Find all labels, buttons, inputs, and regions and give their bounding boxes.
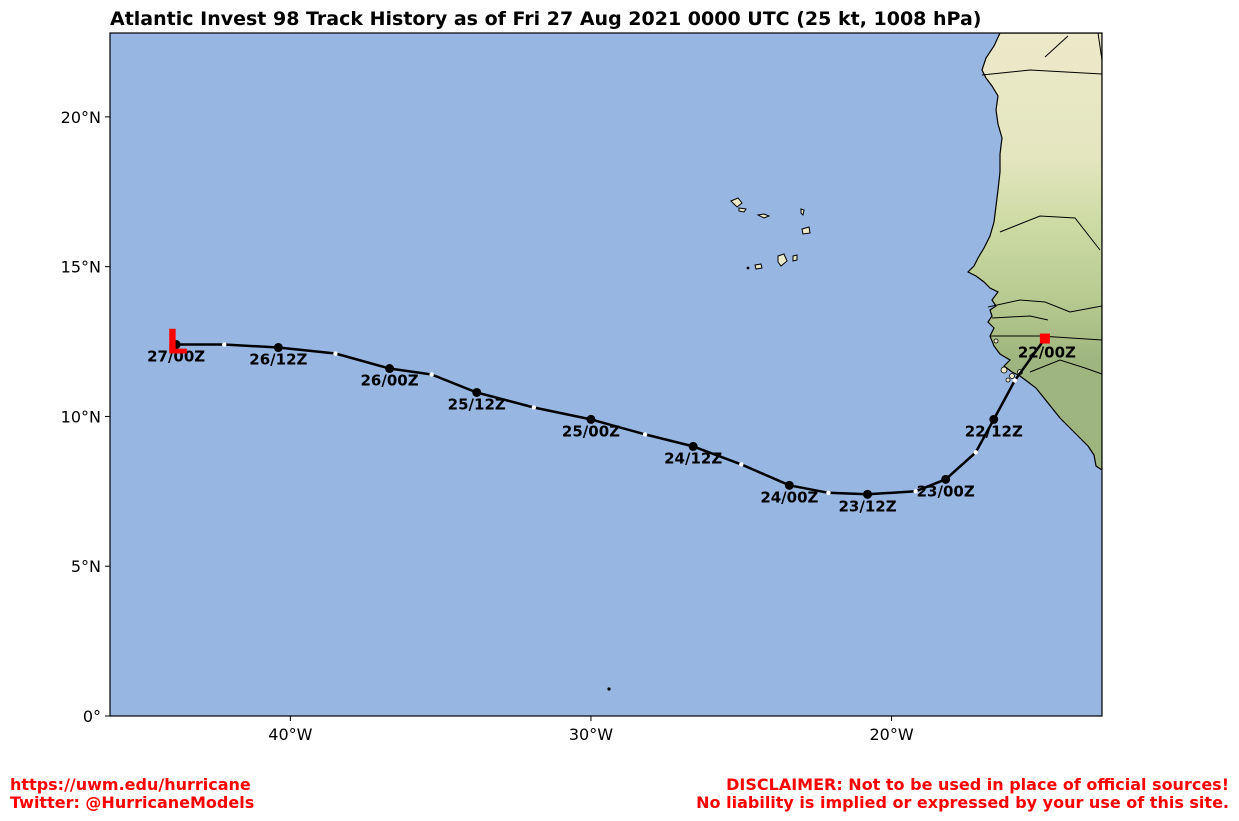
track-point [863,489,873,499]
track-point [171,340,181,350]
footer-disclaimer: DISCLAIMER: Not to be used in place of o… [696,776,1229,812]
lon-tick-label: 20°W [869,725,913,744]
lat-tick-label: 20°N [61,108,101,127]
lat-tick-label: 15°N [61,258,101,277]
track-point-label: 22/12Z [965,422,1023,440]
track-point-label: 23/12Z [838,497,896,515]
website-link[interactable]: https://uwm.edu/hurricane [10,775,251,794]
footer-credits: https://uwm.edu/hurricane Twitter: @Hurr… [10,776,254,812]
africa-landmass [966,33,1102,471]
storm-track-line [176,337,1046,496]
island [730,197,743,208]
island [801,226,811,235]
disclaimer-line2: No liability is implied or expressed by … [696,793,1229,812]
track-point-label: 26/00Z [361,372,419,390]
border-line [987,299,1102,313]
track-start-label: 22/00Z [1018,344,1076,362]
track-intermediate-point [642,432,648,437]
track-point [688,441,698,451]
track-point-label: 24/00Z [760,488,818,506]
lon-tick-label: 30°W [569,725,613,744]
track-intermediate-point [1012,378,1018,383]
lat-tick-label: 5°N [71,557,101,576]
map-frame [109,32,1103,717]
lat-tick-label: 0° [83,707,101,726]
border-line [981,69,1102,76]
island [754,263,763,270]
island [738,207,747,213]
track-intermediate-point [531,405,537,410]
current-position-symbol: L [166,323,188,363]
border-line [1097,33,1102,61]
track-intermediate-point [973,450,978,455]
island [800,208,805,217]
island [607,687,611,691]
track-point [784,480,794,490]
island [756,213,771,219]
track-point-label: 23/00Z [917,482,975,500]
track-point-label: 24/12Z [664,449,722,467]
track-intermediate-point [333,351,338,356]
track-point-label: 25/00Z [562,422,620,440]
track-start-marker [1039,333,1050,344]
border-line [1029,359,1102,375]
lat-tick-label: 10°N [61,407,101,426]
border-line [991,315,1049,321]
track-point [989,414,999,424]
twitter-handle[interactable]: Twitter: @HurricaneModels [10,793,255,812]
track-point-label: 25/12Z [448,395,506,413]
island [746,266,750,270]
track-point [941,474,951,484]
track-point [385,364,395,374]
track-point-label: 27/00Z [147,348,205,366]
track-point [472,387,482,397]
ocean [110,33,1102,716]
disclaimer-line1: DISCLAIMER: Not to be used in place of o… [726,775,1229,794]
map-title: Atlantic Invest 98 Track History as of F… [110,8,982,30]
track-point-label: 26/12Z [249,351,307,369]
island [792,254,798,262]
lon-tick-label: 40°W [268,725,312,744]
border-line [999,215,1101,251]
track-point [273,343,283,353]
track-intermediate-point [222,342,227,347]
track-intermediate-point [739,462,744,467]
track-point [586,414,596,424]
border-line [1044,35,1069,58]
track-intermediate-point [826,490,831,496]
island [777,253,788,267]
track-intermediate-point [913,489,918,494]
track-intermediate-point [429,372,434,377]
